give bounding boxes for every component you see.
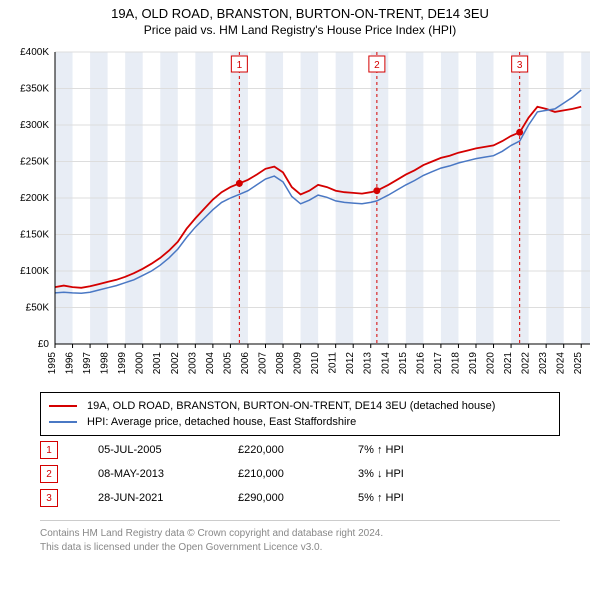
x-tick-label: 2024 (556, 352, 567, 375)
chart-plot: £0 £50K £100K £150K £200K £250K £300K £350K £400… (0, 44, 600, 384)
x-tick-label: 2004 (205, 352, 216, 375)
x-tick-label: 2009 (293, 352, 304, 375)
legend-label: 19A, OLD ROAD, BRANSTON, BURTON-ON-TRENT… (87, 398, 495, 414)
x-tick-label: 2008 (275, 352, 286, 375)
sale-event-delta: 7% ↑ HPI (358, 444, 478, 456)
sale-event-date: 08-MAY-2013 (98, 468, 238, 480)
sale-event-row: 2 08-MAY-2013£210,0003% ↓ HPI (40, 462, 560, 486)
sale-event-price: £220,000 (238, 444, 358, 456)
x-tick-label: 2002 (170, 352, 181, 375)
sale-event-row: 1 05-JUL-2005£220,0007% ↑ HPI (40, 438, 560, 462)
legend-swatch (49, 405, 77, 407)
x-tick-label: 2018 (450, 352, 461, 375)
y-tick-label: £100K (20, 266, 49, 277)
y-tick-label: £250K (20, 157, 49, 168)
sale-events-table: 1 05-JUL-2005£220,0007% ↑ HPI 2 08-MAY-2013… (40, 438, 560, 510)
sale-marker-number: 3 (517, 60, 523, 71)
x-tick-label: 1997 (82, 352, 93, 375)
x-tick-label: 2011 (328, 352, 339, 374)
y-tick-label: £400K (20, 47, 49, 58)
sale-marker-number: 2 (374, 60, 380, 71)
x-tick-label: 2005 (222, 352, 233, 375)
x-tick-label: 2025 (573, 352, 584, 375)
x-tick-label: 2015 (398, 352, 409, 375)
y-tick-label: £200K (20, 193, 49, 204)
legend-item: HPI: Average price, detached house, East… (49, 414, 551, 430)
sale-event-marker: 1 (40, 441, 58, 459)
chart-container: 19A, OLD ROAD, BRANSTON, BURTON-ON-TRENT… (0, 0, 600, 590)
x-tick-label: 2016 (415, 352, 426, 375)
x-tick-label: 2012 (345, 352, 356, 375)
y-tick-label: £300K (20, 120, 49, 131)
sale-event-date: 28-JUN-2021 (98, 492, 238, 504)
sale-event-price: £290,000 (238, 492, 358, 504)
sale-event-delta: 5% ↑ HPI (358, 492, 478, 504)
x-tick-label: 2023 (538, 352, 549, 375)
legend-swatch (49, 421, 77, 423)
x-tick-label: 2019 (468, 352, 479, 375)
x-tick-label: 2022 (521, 352, 532, 375)
x-tick-label: 2020 (486, 352, 497, 375)
footer-line-1: Contains HM Land Registry data © Crown c… (40, 527, 560, 541)
chart-titles: 19A, OLD ROAD, BRANSTON, BURTON-ON-TRENT… (0, 0, 600, 37)
sale-event-price: £210,000 (238, 468, 358, 480)
y-tick-label: £50K (26, 303, 50, 314)
x-tick-label: 2003 (187, 352, 198, 375)
sale-event-row: 3 28-JUN-2021£290,0005% ↑ HPI (40, 486, 560, 510)
x-tick-label: 2021 (503, 352, 514, 375)
y-tick-label: £350K (20, 84, 49, 95)
y-tick-label: £150K (20, 230, 49, 241)
sale-event-marker: 2 (40, 465, 58, 483)
sale-event-delta: 3% ↓ HPI (358, 468, 478, 480)
x-tick-label: 2014 (380, 352, 391, 375)
sale-event-marker: 3 (40, 489, 58, 507)
subtitle: Price paid vs. HM Land Registry's House … (0, 23, 600, 37)
x-tick-label: 1995 (47, 352, 58, 375)
x-tick-label: 2006 (240, 352, 251, 375)
legend-label: HPI: Average price, detached house, East… (87, 414, 356, 430)
x-tick-label: 1999 (117, 352, 128, 375)
x-tick-label: 1996 (65, 352, 76, 375)
legend: 19A, OLD ROAD, BRANSTON, BURTON-ON-TRENT… (40, 392, 560, 436)
x-tick-label: 2010 (310, 352, 321, 375)
legend-item: 19A, OLD ROAD, BRANSTON, BURTON-ON-TRENT… (49, 398, 551, 414)
x-tick-label: 1998 (100, 352, 111, 375)
x-tick-label: 2017 (433, 352, 444, 375)
x-tick-label: 2001 (152, 352, 163, 375)
x-tick-label: 2007 (257, 352, 268, 375)
x-tick-label: 2013 (363, 352, 374, 375)
x-tick-label: 2000 (135, 352, 146, 375)
line-chart-svg: £0 £50K £100K £150K £200K £250K £300K £350K £400… (0, 44, 600, 384)
sale-event-date: 05-JUL-2005 (98, 444, 238, 456)
footer-line-2: This data is licensed under the Open Gov… (40, 541, 560, 555)
y-tick-label: £0 (38, 339, 50, 350)
attribution-footer: Contains HM Land Registry data © Crown c… (40, 520, 560, 555)
sale-marker-number: 1 (237, 60, 243, 71)
address-title: 19A, OLD ROAD, BRANSTON, BURTON-ON-TRENT… (0, 6, 600, 21)
